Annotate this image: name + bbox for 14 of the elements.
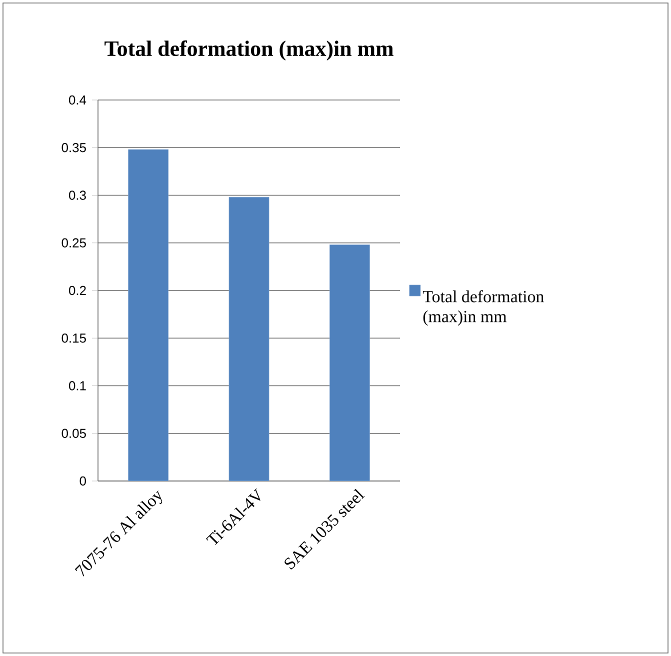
y-tick-label: 0.4 <box>68 95 86 105</box>
y-tick-label: 0.25 <box>62 238 86 248</box>
chart-title: Total deformation (max)in mm <box>104 40 394 61</box>
y-tick-label: 0.2 <box>68 286 86 296</box>
bar <box>228 196 270 481</box>
y-tick-label: 0 <box>80 476 86 486</box>
y-tick-label: 0.1 <box>68 381 86 390</box>
legend-label: Total deformation (max)in mm <box>422 290 544 326</box>
bar <box>128 149 169 481</box>
y-tick-label: 0.3 <box>68 190 86 200</box>
y-tick-label: 0.05 <box>62 428 86 438</box>
y-tick-label: 0.35 <box>62 143 86 152</box>
y-tick-label: 0.15 <box>62 334 86 343</box>
bar <box>329 244 370 481</box>
